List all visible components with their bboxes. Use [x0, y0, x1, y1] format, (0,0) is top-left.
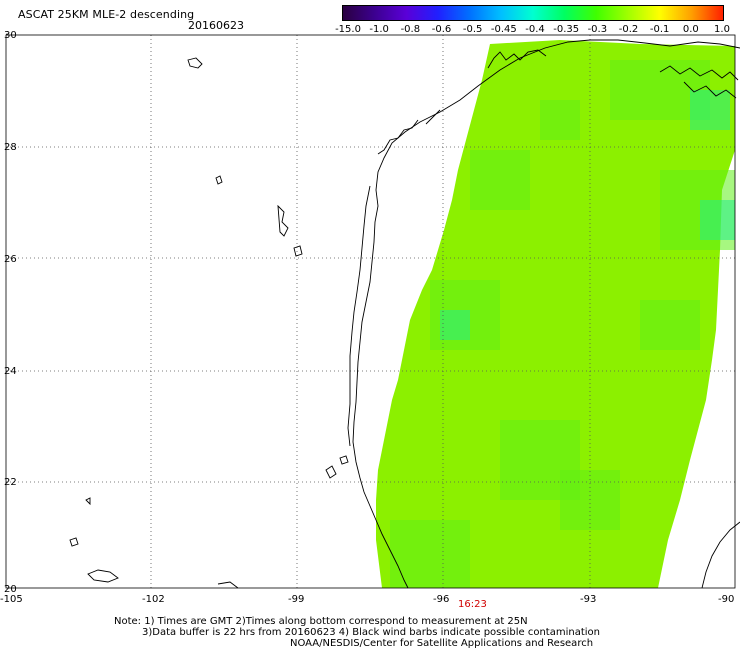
swath-patch [690, 90, 730, 130]
colorbar-labels: -15.0 -1.0 -0.8 -0.6 -0.5 -0.45 -0.4 -0.35 -0.3-… [0, 24, 740, 38]
lon-label-99: -99 [288, 594, 304, 605]
plot-title: ASCAT 25KM MLE-2 descending [18, 8, 195, 21]
swath-patch [540, 100, 580, 140]
swath-patch [700, 200, 735, 240]
colorbar-label: -0.35 [553, 24, 580, 35]
lon-label-90: -90 [718, 594, 734, 605]
colorbar-label: 0.0 [682, 24, 699, 35]
colorbar-label: -0.2 [618, 24, 639, 35]
swath-time-label: 16:23 [458, 599, 487, 610]
lon-label-93: -93 [580, 594, 596, 605]
colorbar-label: -0.3 [587, 24, 608, 35]
colorbar-label: -0.6 [431, 24, 452, 35]
lat-label-20: 20 [4, 584, 17, 595]
lat-lon-grid [6, 35, 735, 588]
note-line-1: Note: 1) Times are GMT 2)Times along bot… [114, 616, 528, 627]
swath-patch [440, 310, 470, 340]
note-line-3: NOAA/NESDIS/Center for Satellite Applica… [290, 638, 594, 649]
colorbar-label: -0.45 [490, 24, 517, 35]
colorbar [342, 5, 724, 21]
lon-label-105: -105 [0, 594, 23, 605]
swath-patch [470, 150, 530, 210]
swath-patch [640, 300, 700, 350]
lon-label-96: -96 [433, 594, 449, 605]
note-line-2: 3)Data buffer is 22 hrs from 20160623 4)… [142, 627, 600, 638]
swath-patch [390, 520, 470, 588]
map-frame-border [5, 34, 736, 589]
colorbar-label: -1.0 [369, 24, 389, 35]
plot-date: 20160623 [188, 19, 244, 32]
lat-label-26: 26 [4, 254, 17, 265]
swath-area [376, 40, 735, 588]
lat-label-22: 22 [4, 477, 17, 488]
lat-label-24: 24 [4, 366, 17, 377]
colorbar-label: -0.5 [462, 24, 483, 35]
coastline [69, 39, 740, 589]
colorbar-label: 1.0 [714, 24, 730, 35]
scatterometer-swath [376, 40, 735, 588]
colorbar-label: -0.4 [525, 24, 545, 35]
colorbar-label: -0.1 [649, 24, 670, 35]
lon-label-102: -102 [142, 594, 165, 605]
lat-label-28: 28 [4, 142, 17, 153]
lat-label-30: 30 [4, 30, 17, 41]
colorbar-label: -15.0 [335, 24, 361, 35]
colorbar-label: -0.8 [400, 24, 421, 35]
